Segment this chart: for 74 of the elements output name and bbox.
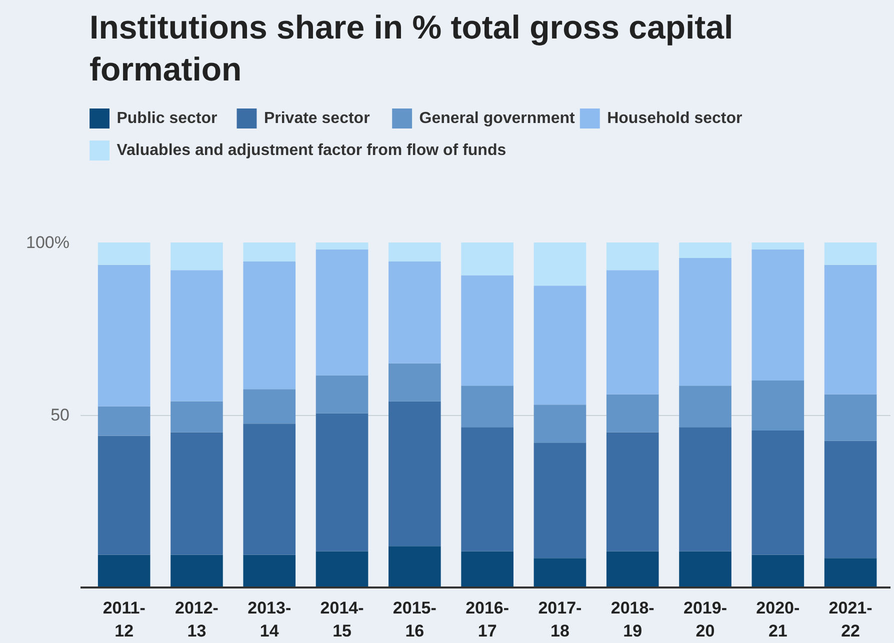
bar (461, 427, 514, 552)
bar (752, 554, 804, 588)
legend-label: Public sector (116, 110, 218, 127)
x-tick-label: 2021- 22 (828, 598, 872, 640)
y-tick-label: 100% (26, 233, 70, 252)
bar (316, 413, 368, 552)
legend-label: Household sector (607, 110, 742, 127)
bar (98, 242, 150, 265)
bar (679, 258, 732, 386)
bar (316, 375, 368, 414)
bar (679, 242, 732, 258)
bar (98, 554, 150, 588)
bar (388, 363, 441, 402)
bar (679, 386, 732, 428)
x-tick-label: 2015- 16 (392, 598, 436, 640)
bar (824, 264, 877, 394)
bar (679, 427, 732, 552)
bar (316, 249, 368, 376)
x-tick-label: 2013- 14 (248, 598, 292, 640)
bar (534, 442, 586, 558)
bar (824, 242, 877, 265)
bar (170, 401, 223, 432)
bar (606, 551, 659, 588)
bar (679, 551, 732, 588)
legend-label: Private sector (264, 110, 370, 127)
x-tick-label: 2014- 15 (320, 598, 364, 640)
x-tick-label: 2012- 13 (174, 598, 218, 640)
bar (388, 261, 441, 364)
x-tick-label: 2011- 12 (102, 598, 146, 640)
bar (606, 242, 659, 270)
bar (316, 242, 368, 250)
bar (243, 424, 296, 555)
bar (388, 242, 441, 262)
bar (98, 406, 150, 436)
chart-title: Institutions share in % total gross capital formation (90, 8, 734, 88)
bar (752, 242, 804, 250)
x-tick-label: 2020- 21 (756, 598, 800, 640)
x-tick-label: 2019- 20 (684, 598, 727, 640)
bar (461, 275, 514, 386)
bar (824, 394, 877, 441)
bar (98, 264, 150, 406)
bar (461, 242, 514, 276)
bar (752, 430, 804, 555)
bar (388, 546, 441, 588)
bar (170, 554, 223, 588)
x-tick-label: 2016- 17 (466, 598, 510, 640)
bar (170, 432, 223, 555)
y-tick-label: 50 (50, 406, 70, 424)
bar (824, 440, 877, 558)
bar (534, 242, 586, 286)
bar (606, 270, 659, 394)
bar (243, 389, 296, 424)
legend-label: Valuables and adjustment factor from flow of funds (116, 142, 506, 159)
bar (606, 432, 659, 552)
bar (752, 380, 804, 431)
legend-label: General government (419, 110, 576, 127)
bar (170, 270, 223, 402)
bar (534, 286, 586, 405)
bar (98, 436, 150, 555)
x-tick-label: 2018- 19 (610, 598, 654, 640)
bar (461, 551, 514, 588)
bar (824, 558, 877, 588)
bar (388, 401, 441, 546)
bar (170, 242, 223, 270)
bar (534, 404, 586, 443)
bar (243, 261, 296, 390)
bar (243, 554, 296, 588)
bar (461, 386, 514, 428)
bar (316, 551, 368, 588)
x-tick-label: 2017- 18 (538, 598, 582, 640)
bar (606, 394, 659, 432)
bar (243, 242, 296, 262)
bar (534, 558, 586, 588)
bar (752, 249, 804, 380)
